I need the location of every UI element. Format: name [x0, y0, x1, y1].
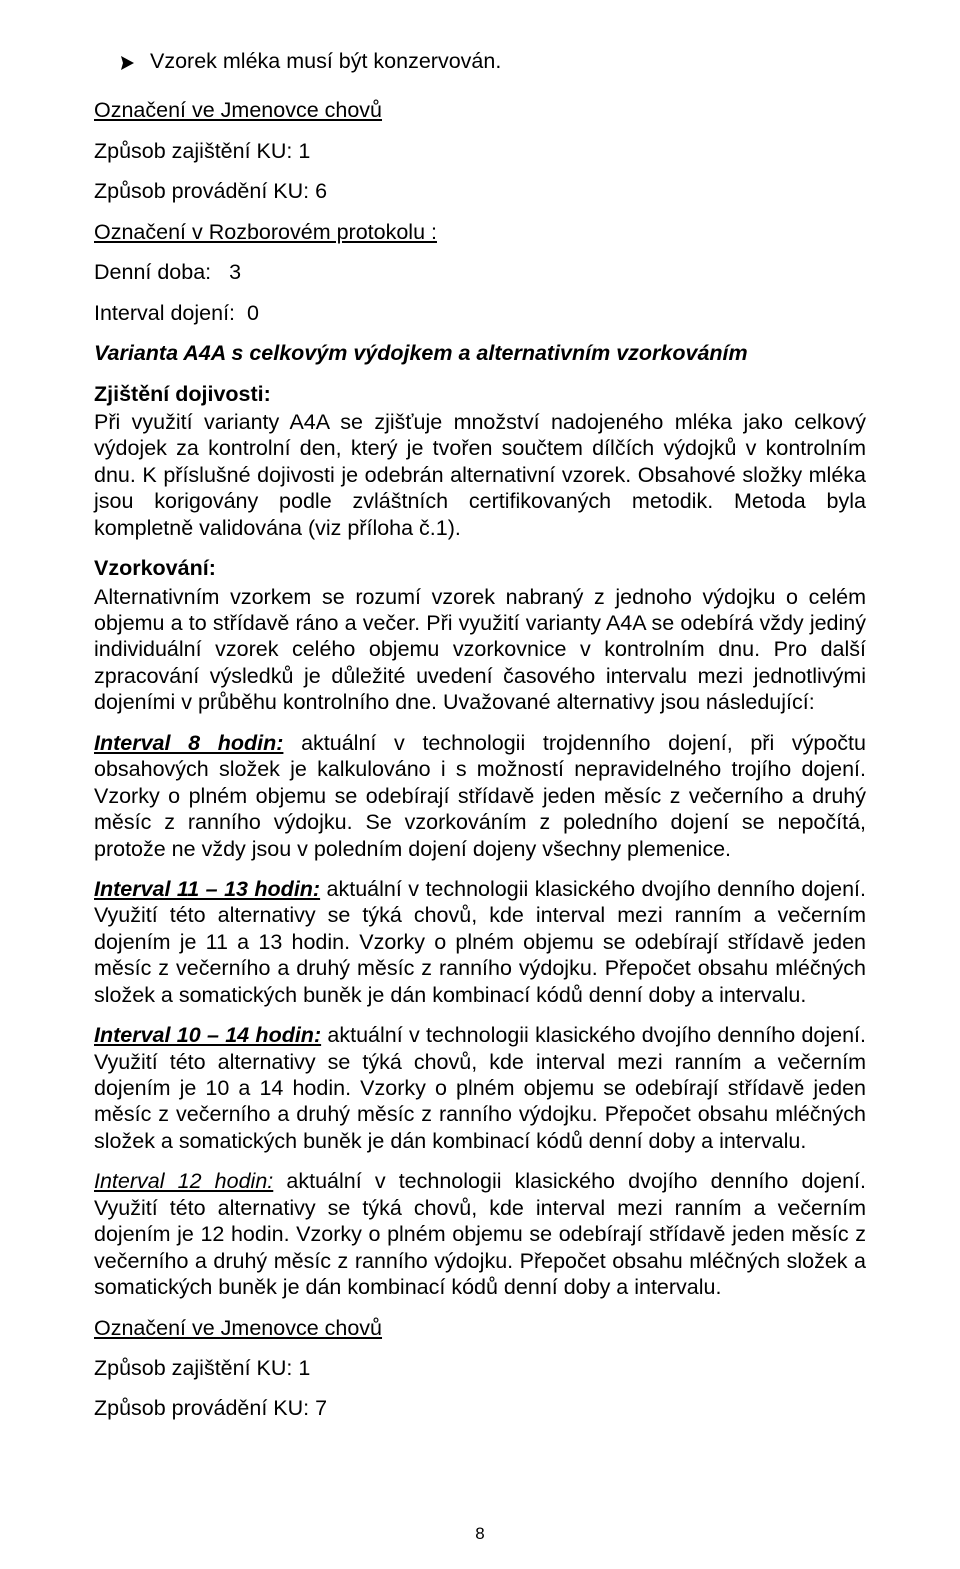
section-heading-jmenovka-1: Označení ve Jmenovce chovů	[94, 97, 866, 123]
para-zjisteni-dojivosti: Při využití varianty A4A se zjišťuje mno…	[94, 409, 866, 541]
label-interval-dojeni: Interval dojení:	[94, 301, 235, 325]
label-interval-12: Interval 12 hodin:	[94, 1169, 273, 1193]
label-zjisteni-dojivosti: Zjištění dojivosti:	[94, 381, 866, 407]
row-provadeni-2: Způsob provádění KU: 7	[94, 1395, 866, 1421]
label-denni-doba: Denní doba:	[94, 260, 211, 284]
label-interval-10-14: Interval 10 – 14 hodin:	[94, 1023, 321, 1047]
page-number: 8	[0, 1524, 960, 1545]
row-provadeni-1: Způsob provádění KU: 6	[94, 178, 866, 204]
bullet-item: Vzorek mléka musí být konzervován.	[120, 48, 866, 77]
para-vzorkovani: Alternativním vzorkem se rozumí vzorek n…	[94, 584, 866, 716]
row-interval-dojeni: Interval dojení: 0	[94, 300, 866, 326]
para-interval-8: Interval 8 hodin: aktuální v technologii…	[94, 730, 866, 862]
para-interval-11-13: Interval 11 – 13 hodin: aktuální v techn…	[94, 876, 866, 1008]
arrow-right-icon	[120, 51, 138, 77]
value-denni-doba: 3	[229, 260, 241, 284]
para-interval-10-14: Interval 10 – 14 hodin: aktuální v techn…	[94, 1022, 866, 1154]
label-interval-11-13: Interval 11 – 13 hodin:	[94, 877, 320, 901]
section-heading-jmenovka-2: Označení ve Jmenovce chovů	[94, 1315, 866, 1341]
row-zajisteni-2: Způsob zajištění KU: 1	[94, 1355, 866, 1381]
value-interval-dojeni: 0	[247, 301, 259, 325]
page-container: Vzorek mléka musí být konzervován. Označ…	[0, 0, 960, 1569]
bullet-text: Vzorek mléka musí být konzervován.	[150, 48, 501, 74]
section-heading-protokol: Označení v Rozborovém protokolu :	[94, 219, 866, 245]
label-vzorkovani: Vzorkování:	[94, 555, 866, 581]
label-interval-8: Interval 8 hodin:	[94, 731, 283, 755]
para-interval-12: Interval 12 hodin: aktuální v technologi…	[94, 1168, 866, 1300]
variant-title: Varianta A4A s celkovým výdojkem a alter…	[94, 340, 866, 366]
row-zajisteni-1: Způsob zajištění KU: 1	[94, 138, 866, 164]
row-denni-doba: Denní doba: 3	[94, 259, 866, 285]
